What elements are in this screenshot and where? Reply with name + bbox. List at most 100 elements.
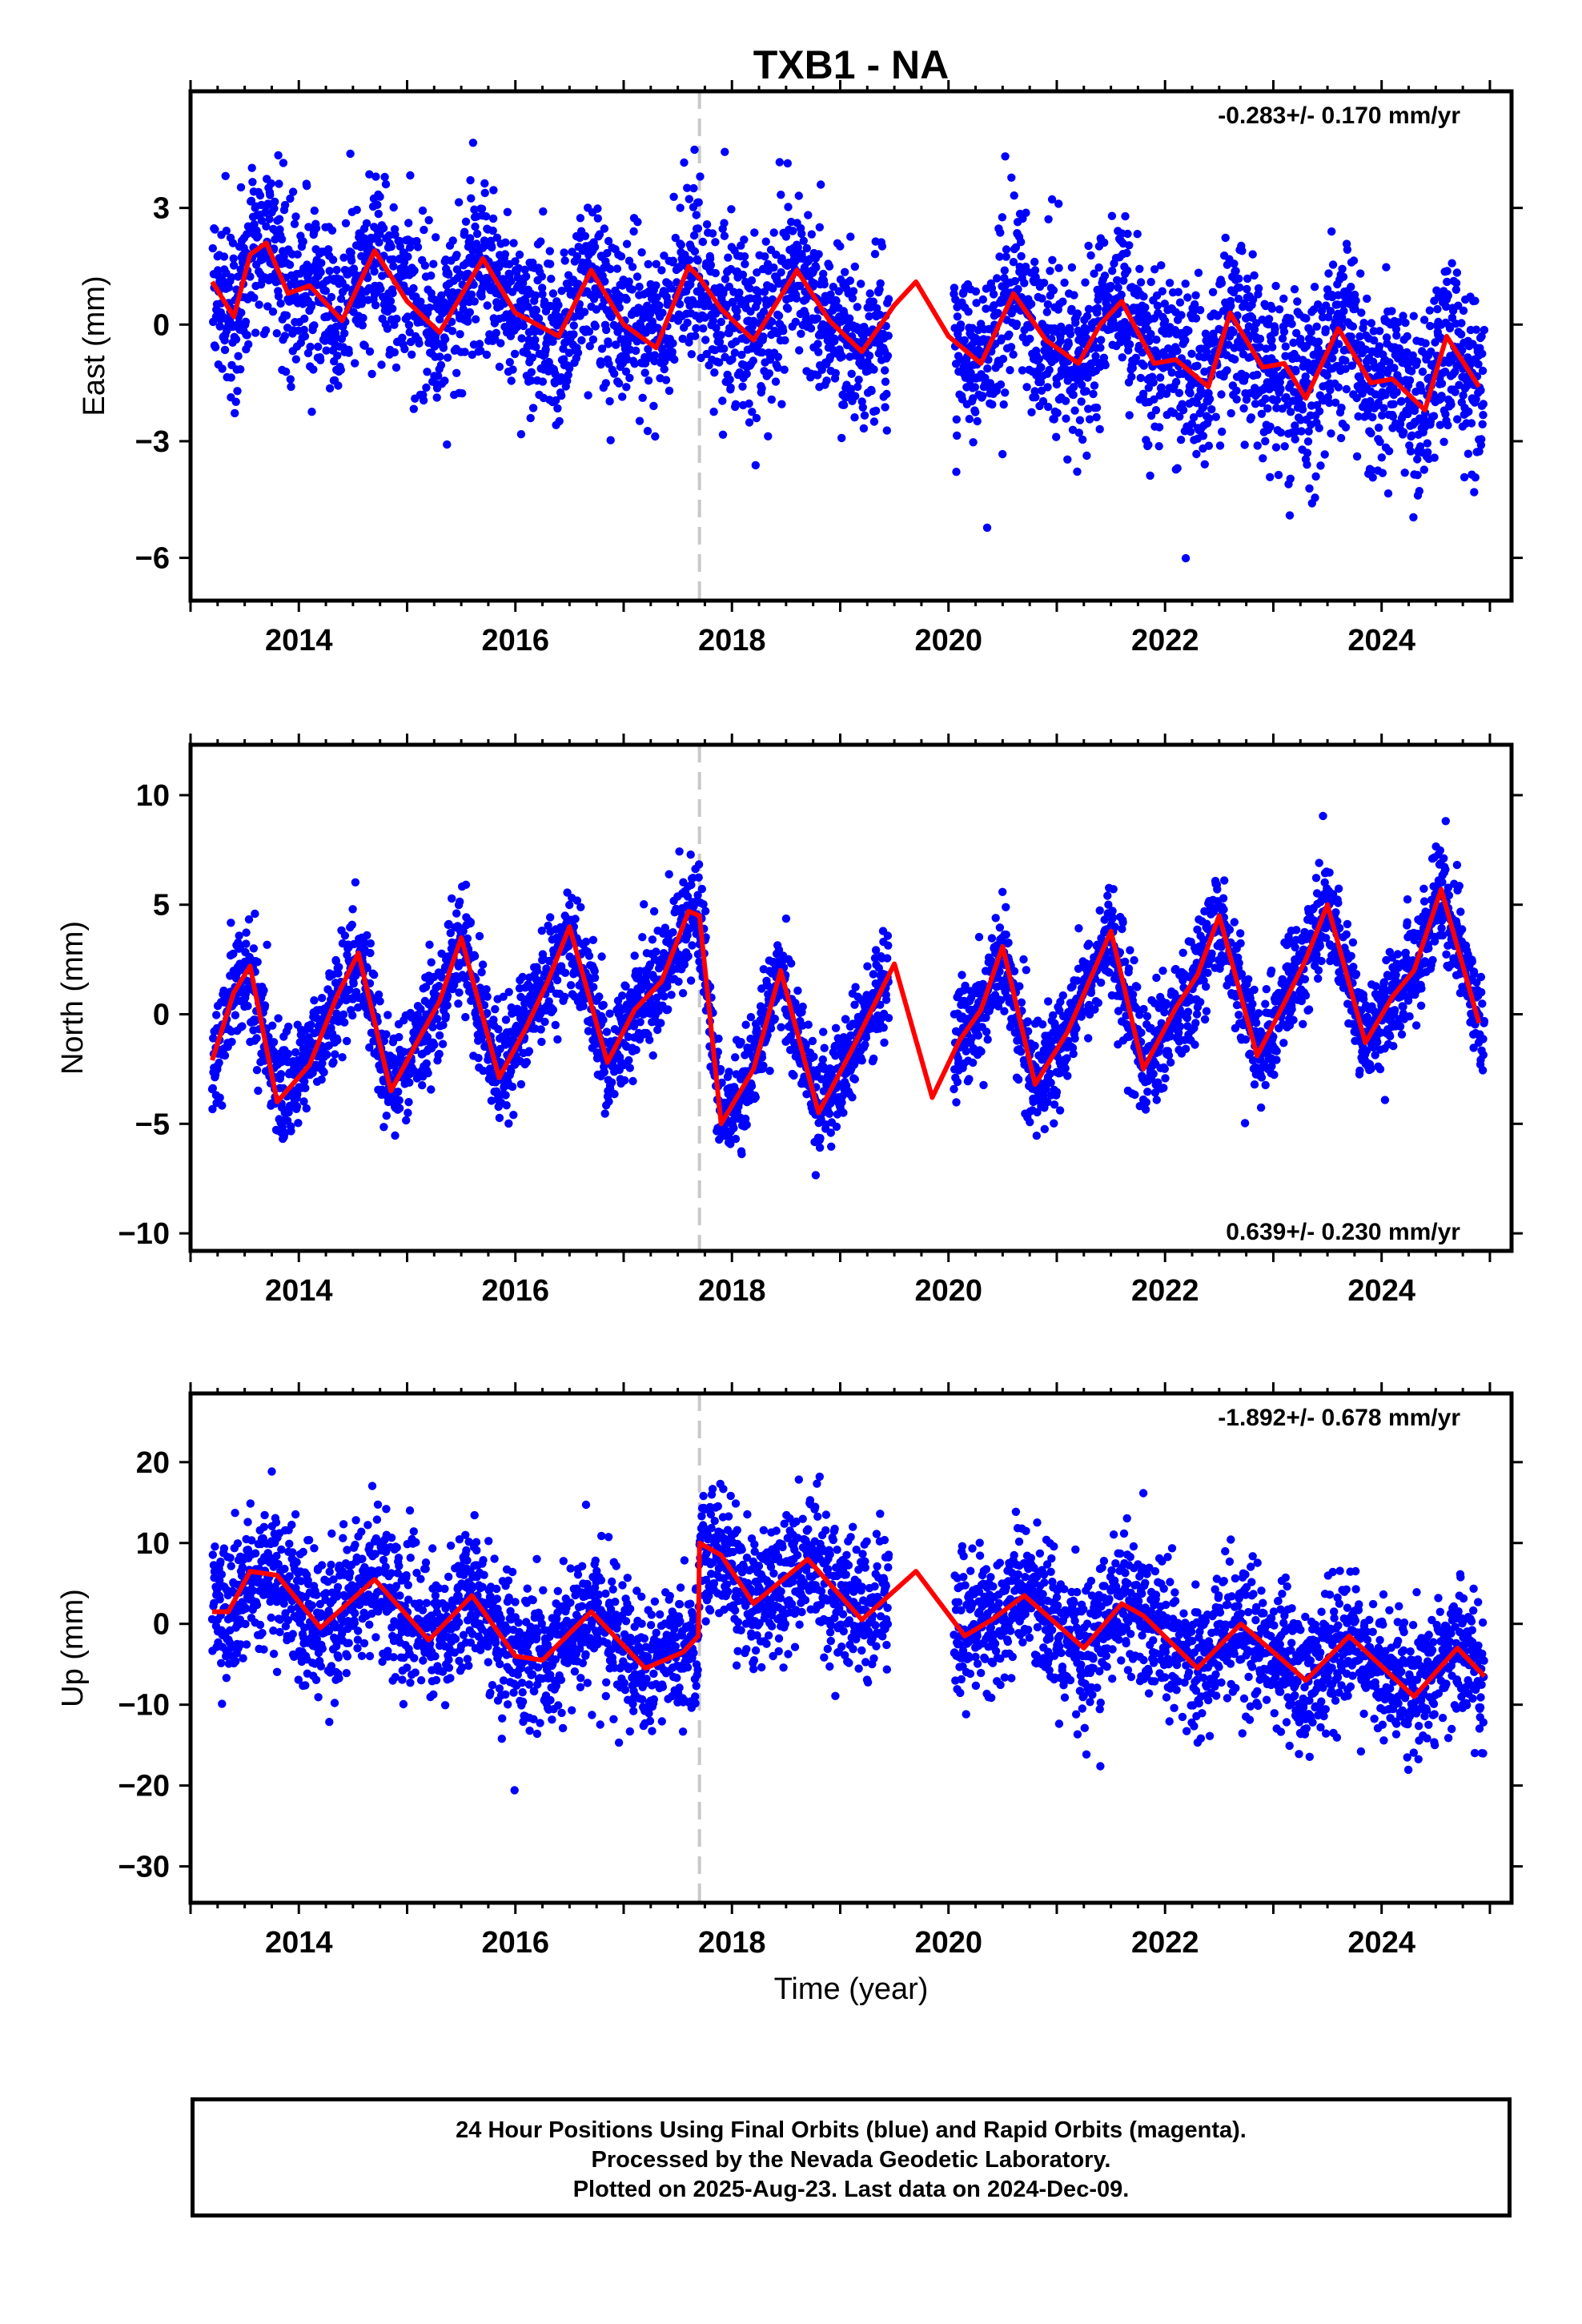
data-point	[1276, 428, 1286, 437]
data-point	[633, 218, 642, 227]
data-point	[406, 337, 416, 347]
data-point	[1007, 173, 1016, 182]
data-point	[692, 211, 701, 219]
data-point	[767, 317, 777, 326]
data-point	[1349, 256, 1359, 265]
data-point	[516, 430, 526, 439]
data-point	[566, 981, 576, 990]
data-point	[340, 329, 349, 338]
data-point	[208, 243, 217, 253]
data-point	[1235, 283, 1244, 292]
data-point	[402, 1116, 411, 1125]
data-point	[1026, 334, 1034, 344]
data-point	[1082, 334, 1091, 343]
data-point	[751, 460, 760, 470]
data-point	[1324, 312, 1333, 322]
data-point	[1305, 484, 1314, 493]
data-point	[420, 225, 428, 235]
data-point	[1272, 396, 1282, 404]
data-point	[706, 260, 716, 270]
data-point	[1090, 381, 1099, 390]
data-point	[532, 306, 540, 315]
data-point	[1315, 424, 1323, 432]
data-point	[882, 426, 892, 435]
data-point	[791, 317, 800, 327]
data-point	[231, 397, 240, 406]
data-point	[1047, 195, 1057, 204]
data-point	[483, 992, 492, 1001]
data-point	[238, 1022, 247, 1031]
data-point	[793, 243, 802, 252]
data-point	[1189, 413, 1199, 422]
data-point	[425, 940, 434, 949]
data-point	[612, 264, 622, 273]
data-point	[251, 328, 260, 337]
data-point	[268, 308, 278, 316]
data-point	[783, 159, 792, 168]
data-point	[1467, 419, 1476, 428]
data-point	[1477, 435, 1486, 444]
data-point	[243, 331, 251, 340]
data-point	[1430, 453, 1439, 462]
data-point	[1352, 452, 1362, 461]
data-point	[1114, 283, 1122, 292]
data-point	[1470, 488, 1479, 497]
data-point	[841, 267, 849, 276]
data-point	[282, 368, 291, 376]
data-point	[869, 417, 879, 426]
data-point	[260, 250, 269, 259]
data-point	[470, 951, 480, 961]
data-point	[1367, 319, 1376, 328]
data-point	[286, 194, 295, 203]
data-point	[351, 271, 360, 279]
data-point	[1177, 311, 1186, 320]
data-point	[336, 365, 345, 375]
data-point	[555, 416, 564, 426]
data-point	[1091, 352, 1100, 360]
data-point	[472, 229, 482, 239]
data-point	[459, 305, 468, 314]
data-point	[382, 1112, 391, 1120]
data-point	[1347, 283, 1355, 292]
data-point	[1480, 325, 1489, 335]
data-point	[1043, 300, 1053, 309]
data-point	[1361, 345, 1371, 354]
data-point	[282, 311, 291, 320]
data-point	[377, 360, 386, 369]
data-point	[1471, 473, 1480, 482]
data-point	[1234, 295, 1243, 304]
data-point	[466, 918, 476, 927]
data-point	[387, 242, 396, 251]
data-point	[999, 400, 1008, 409]
data-point	[720, 344, 729, 353]
data-point	[260, 208, 270, 217]
data-point	[1347, 361, 1357, 370]
data-point	[780, 365, 789, 374]
data-point	[1018, 366, 1027, 375]
data-point	[813, 314, 821, 323]
data-point	[306, 342, 315, 352]
data-point	[1066, 330, 1075, 339]
data-point	[514, 263, 524, 273]
data-point	[1334, 383, 1343, 392]
data-point	[789, 227, 797, 235]
data-point	[477, 967, 486, 977]
data-point	[270, 204, 279, 213]
data-point	[635, 282, 644, 292]
data-point	[538, 290, 547, 299]
data-point	[285, 260, 295, 269]
data-point	[404, 219, 413, 227]
data-point	[413, 243, 423, 251]
data-point	[792, 294, 801, 303]
data-point	[1290, 285, 1299, 294]
data-point	[1146, 329, 1155, 339]
data-point	[1399, 428, 1408, 436]
data-point	[1368, 412, 1377, 422]
data-point	[1141, 303, 1150, 312]
data-point	[1392, 388, 1401, 396]
data-point	[1279, 294, 1288, 304]
data-point	[768, 295, 777, 304]
data-point	[607, 312, 616, 320]
data-point	[593, 204, 602, 213]
data-point	[1248, 296, 1258, 304]
